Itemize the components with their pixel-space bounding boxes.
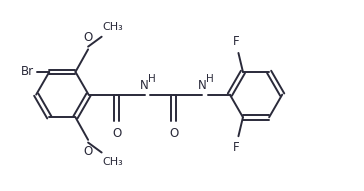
Text: H: H [148,74,156,84]
Text: O: O [83,31,93,44]
Text: F: F [233,141,240,154]
Text: N: N [198,79,206,92]
Text: Br: Br [21,66,34,79]
Text: O: O [83,145,93,158]
Text: F: F [233,36,240,49]
Text: CH₃: CH₃ [103,22,123,32]
Text: O: O [112,127,121,140]
Text: CH₃: CH₃ [103,157,123,167]
Text: N: N [140,79,149,92]
Text: O: O [169,127,178,140]
Text: H: H [206,74,213,84]
